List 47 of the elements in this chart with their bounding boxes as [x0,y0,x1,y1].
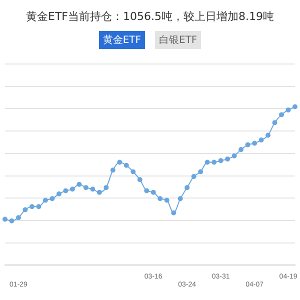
point [42,198,48,203]
point [83,185,88,190]
point [50,196,55,202]
point [144,188,150,194]
point [258,138,264,143]
point [232,153,237,158]
point [212,160,217,165]
point [124,162,129,168]
point [29,204,34,210]
point [225,156,230,162]
point [9,218,14,224]
point [198,169,204,174]
point [252,140,258,146]
tab-button[interactable]: 黄金ETF [98,31,145,49]
point [178,196,183,202]
point [90,186,96,192]
point [104,185,109,190]
point [96,190,102,195]
point [76,182,82,187]
point [292,104,298,110]
point [218,158,224,164]
point [150,190,156,195]
point [266,132,271,138]
point [130,169,136,174]
point [36,204,42,210]
point [70,186,75,192]
point [204,160,210,165]
point [117,160,122,165]
point [286,107,291,112]
tab-button[interactable]: 白银ETF [155,31,202,49]
point [191,174,196,179]
point [22,207,28,212]
chart-title: 黄金ETF当前持仓：1056.5吨，较上日增加8.19吨 [25,9,275,24]
point [245,142,250,148]
point [110,168,116,173]
point [279,112,284,118]
point [16,215,21,220]
point [56,191,62,196]
point [2,216,8,222]
point [164,198,170,203]
point [272,120,278,126]
point [171,210,176,216]
point [238,147,244,152]
point [184,185,190,190]
point [137,177,142,182]
point [158,196,163,202]
point [63,188,68,194]
